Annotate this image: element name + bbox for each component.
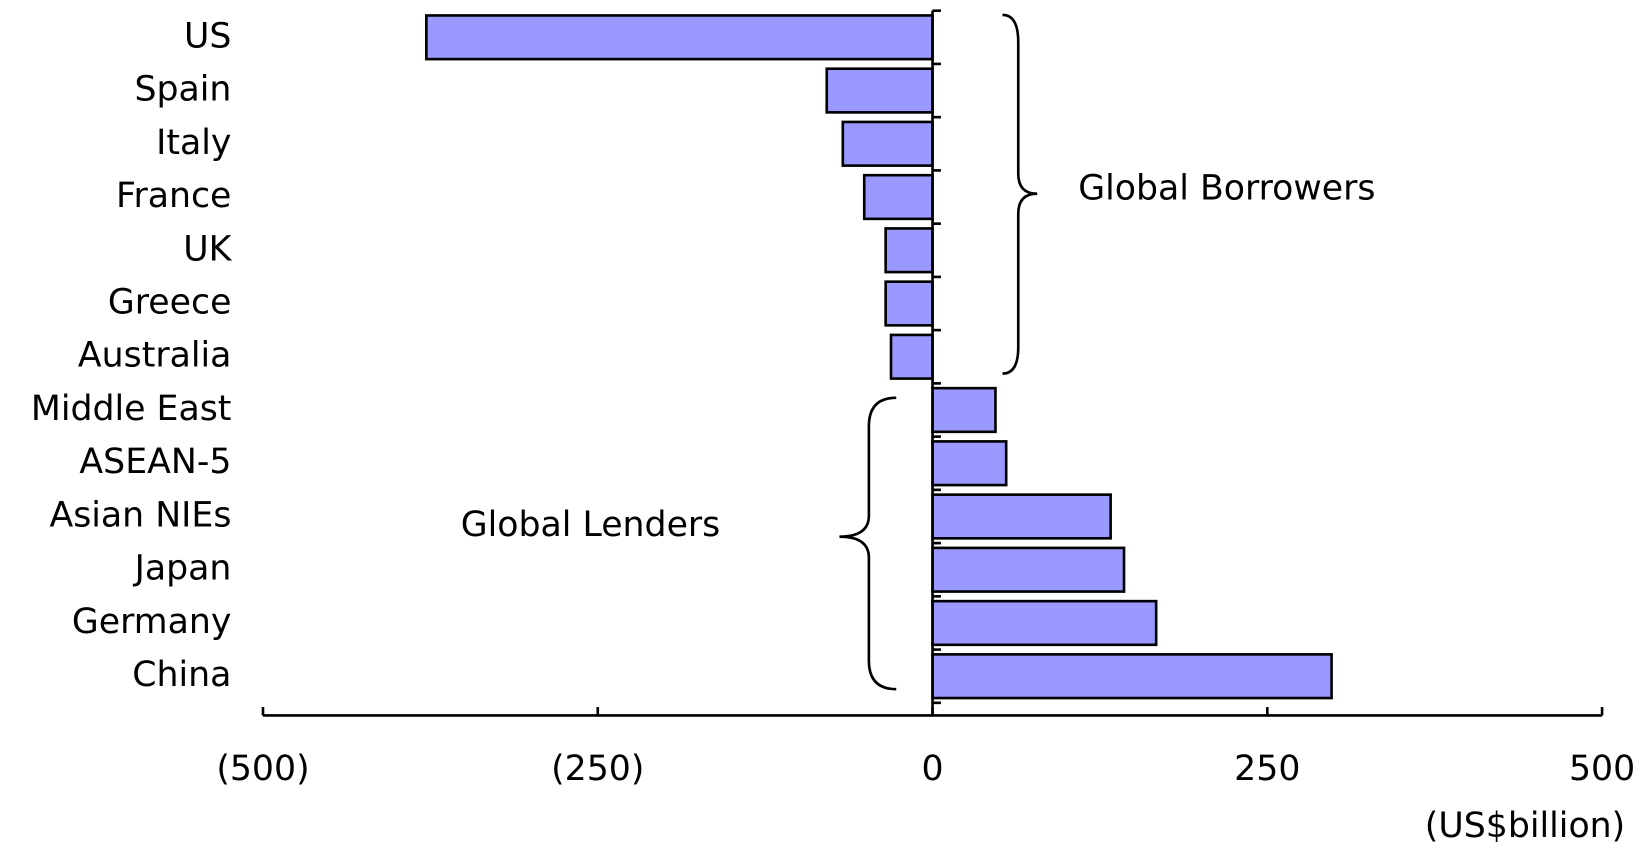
x-tick-label: 250 xyxy=(1234,749,1300,789)
y-tick-label: France xyxy=(116,176,231,216)
y-tick-label: Italy xyxy=(156,123,231,163)
bar xyxy=(931,493,1112,540)
y-tick-label: Asian NIEs xyxy=(49,495,231,535)
x-tick-label: 0 xyxy=(921,749,943,789)
y-tick-label: UK xyxy=(183,229,232,269)
bar xyxy=(931,386,997,434)
x-tick-label: (250) xyxy=(551,749,644,789)
bar xyxy=(931,653,1333,700)
bar xyxy=(862,173,934,221)
y-tick-label: Australia xyxy=(78,336,232,376)
x-tick-label: (500) xyxy=(216,749,309,789)
y-tick-label: Germany xyxy=(72,602,232,642)
y-tick-label: US xyxy=(184,16,231,56)
bar xyxy=(825,67,934,114)
axis-label: (US$billion) xyxy=(1425,806,1625,845)
annotation: Global Borrowers xyxy=(1078,168,1375,208)
annotation: Global Lenders xyxy=(461,505,721,545)
bar xyxy=(884,227,934,274)
bar xyxy=(931,440,1008,487)
borrowers-brace xyxy=(1002,13,1038,375)
y-tick-label: Greece xyxy=(108,283,232,323)
x-tick-label: 500 xyxy=(1569,749,1635,789)
y-tick-label: ASEAN-5 xyxy=(79,442,231,482)
bar xyxy=(425,14,934,61)
y-tick-label: Middle East xyxy=(31,389,232,429)
lenders-brace xyxy=(839,396,897,691)
y-tick-label: China xyxy=(132,655,231,695)
bar xyxy=(841,120,934,167)
bar xyxy=(889,333,934,380)
bar xyxy=(884,280,934,327)
y-tick-label: Spain xyxy=(134,70,231,110)
y-tick-label: Japan xyxy=(133,549,232,589)
bar xyxy=(931,546,1126,593)
bar xyxy=(931,599,1158,647)
